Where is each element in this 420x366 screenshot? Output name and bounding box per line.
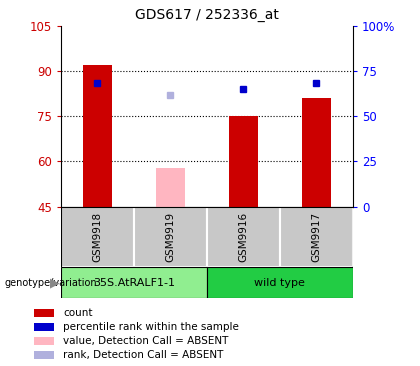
Text: count: count	[63, 308, 93, 318]
Bar	[61, 267, 207, 298]
Text: GSM9919: GSM9919	[165, 212, 176, 262]
Text: ▶: ▶	[50, 276, 60, 289]
Bar	[229, 116, 258, 207]
Bar	[34, 309, 54, 317]
Text: genotype/variation: genotype/variation	[4, 278, 97, 288]
Title: GDS617 / 252336_at: GDS617 / 252336_at	[135, 8, 279, 22]
Text: value, Detection Call = ABSENT: value, Detection Call = ABSENT	[63, 336, 228, 346]
Text: GSM9918: GSM9918	[92, 212, 102, 262]
Text: GSM9916: GSM9916	[238, 212, 248, 262]
Bar	[302, 98, 331, 207]
Bar	[280, 207, 353, 267]
Bar	[134, 207, 207, 267]
Text: GSM9917: GSM9917	[311, 212, 321, 262]
Bar	[34, 351, 54, 359]
Text: percentile rank within the sample: percentile rank within the sample	[63, 322, 239, 332]
Bar	[207, 267, 353, 298]
Text: 35S.AtRALF1-1: 35S.AtRALF1-1	[93, 278, 175, 288]
Bar	[61, 207, 134, 267]
Bar	[83, 65, 112, 207]
Bar	[207, 207, 280, 267]
Bar	[34, 337, 54, 345]
Text: rank, Detection Call = ABSENT: rank, Detection Call = ABSENT	[63, 350, 223, 360]
Text: wild type: wild type	[255, 278, 305, 288]
Bar	[34, 323, 54, 331]
Bar	[156, 168, 185, 207]
